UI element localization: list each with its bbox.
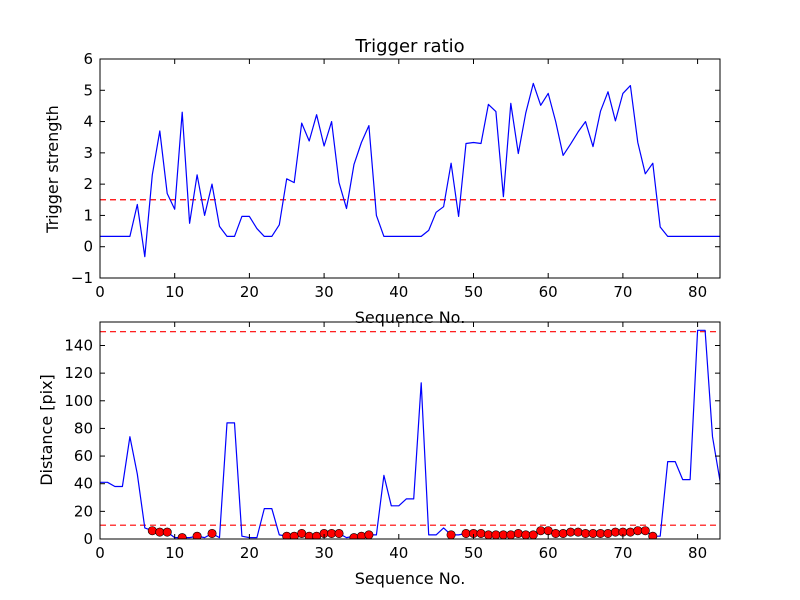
data-point bbox=[192, 531, 202, 539]
plot-content bbox=[100, 82, 720, 258]
y-tick-label: 1 bbox=[83, 206, 93, 224]
x-tick-label: 70 bbox=[613, 283, 632, 301]
x-tick-label: 60 bbox=[539, 283, 558, 301]
data-point bbox=[566, 527, 576, 537]
y-tick-label: 100 bbox=[64, 392, 93, 410]
data-point bbox=[364, 530, 374, 539]
data-point bbox=[633, 526, 643, 536]
x-tick-label: 30 bbox=[315, 283, 334, 301]
data-point bbox=[327, 528, 337, 538]
data-point bbox=[558, 528, 568, 538]
y-tick-label: 40 bbox=[74, 475, 93, 493]
data-point bbox=[207, 528, 217, 538]
y-tick-label: 20 bbox=[74, 502, 93, 520]
trigger-ratio-axes: Trigger ratio 0 10 20 30 40 50 60 70 80−10123456… bbox=[43, 36, 721, 327]
y-axis-label: Trigger strength bbox=[43, 105, 62, 234]
x-tick-label: 0 bbox=[95, 283, 105, 301]
x-tick-label: 10 bbox=[165, 544, 184, 562]
y-tick-label: 4 bbox=[83, 113, 93, 131]
data-point bbox=[155, 527, 165, 537]
y-axis-label: Distance [pix] bbox=[37, 374, 56, 486]
x-tick-label: 80 bbox=[688, 544, 707, 562]
data-point bbox=[625, 527, 635, 537]
data-point bbox=[640, 526, 650, 536]
data-point bbox=[603, 528, 613, 538]
x-tick-label: 40 bbox=[389, 283, 408, 301]
data-point bbox=[491, 530, 501, 539]
y-tick-label: 3 bbox=[83, 144, 93, 162]
data-point bbox=[483, 530, 493, 539]
data-point bbox=[476, 528, 486, 538]
x-tick-label: 10 bbox=[165, 283, 184, 301]
data-point bbox=[446, 530, 456, 539]
distance-ticks: 0 10 20 30 40 50 60 70 80 0 20 40 60 80 100 120 140 bbox=[64, 322, 720, 562]
data-point bbox=[610, 527, 620, 537]
data-point bbox=[498, 530, 508, 539]
y-tick-label: 6 bbox=[83, 50, 93, 68]
data-point bbox=[543, 526, 553, 536]
data-point bbox=[521, 530, 531, 539]
y-tick-label: 120 bbox=[64, 364, 93, 382]
data-point bbox=[595, 528, 605, 538]
y-tick-label: −1 bbox=[71, 269, 93, 287]
x-tick-label: 80 bbox=[688, 283, 707, 301]
x-tick-label: 70 bbox=[613, 544, 632, 562]
data-point bbox=[513, 528, 523, 538]
data-point bbox=[528, 530, 538, 539]
x-tick-label: 0 bbox=[95, 544, 105, 562]
chart-title: Trigger ratio bbox=[354, 36, 464, 57]
data-point bbox=[461, 528, 471, 538]
trigger-plot-area bbox=[99, 58, 721, 279]
x-tick-label: 50 bbox=[464, 544, 483, 562]
data-point bbox=[536, 526, 546, 536]
y-tick-label: 140 bbox=[64, 336, 93, 354]
x-tick-label: 20 bbox=[240, 283, 259, 301]
data-point bbox=[297, 528, 307, 538]
y-tick-label: 5 bbox=[83, 81, 93, 99]
axes-frame bbox=[99, 321, 721, 540]
plot-content bbox=[100, 329, 720, 539]
distance-axes: 0 10 20 30 40 50 60 70 80 0 20 40 60 80 100 120 140 Sequ… bbox=[37, 321, 721, 588]
data-point bbox=[648, 531, 658, 539]
x-tick-label: 60 bbox=[539, 544, 558, 562]
x-tick-label: 20 bbox=[240, 544, 259, 562]
x-tick-label: 30 bbox=[315, 544, 334, 562]
data-point bbox=[177, 533, 187, 539]
data-point bbox=[506, 530, 516, 539]
data-point bbox=[147, 526, 157, 536]
data-point bbox=[573, 527, 583, 537]
data-point bbox=[162, 527, 172, 537]
x-axis-label: Sequence No. bbox=[355, 308, 466, 327]
distance-plot-area bbox=[99, 321, 721, 540]
y-tick-label: 80 bbox=[74, 419, 93, 437]
series-line bbox=[100, 82, 720, 258]
x-tick-label: 50 bbox=[464, 283, 483, 301]
axes-frame bbox=[99, 58, 721, 279]
data-point bbox=[334, 528, 344, 538]
x-axis-label: Sequence No. bbox=[355, 569, 466, 588]
y-tick-label: 0 bbox=[83, 530, 93, 548]
data-point bbox=[551, 528, 561, 538]
y-tick-label: 2 bbox=[83, 175, 93, 193]
x-tick-label: 40 bbox=[389, 544, 408, 562]
data-point bbox=[588, 528, 598, 538]
y-tick-label: 0 bbox=[83, 238, 93, 256]
data-point bbox=[581, 528, 591, 538]
y-tick-label: 60 bbox=[74, 447, 93, 465]
